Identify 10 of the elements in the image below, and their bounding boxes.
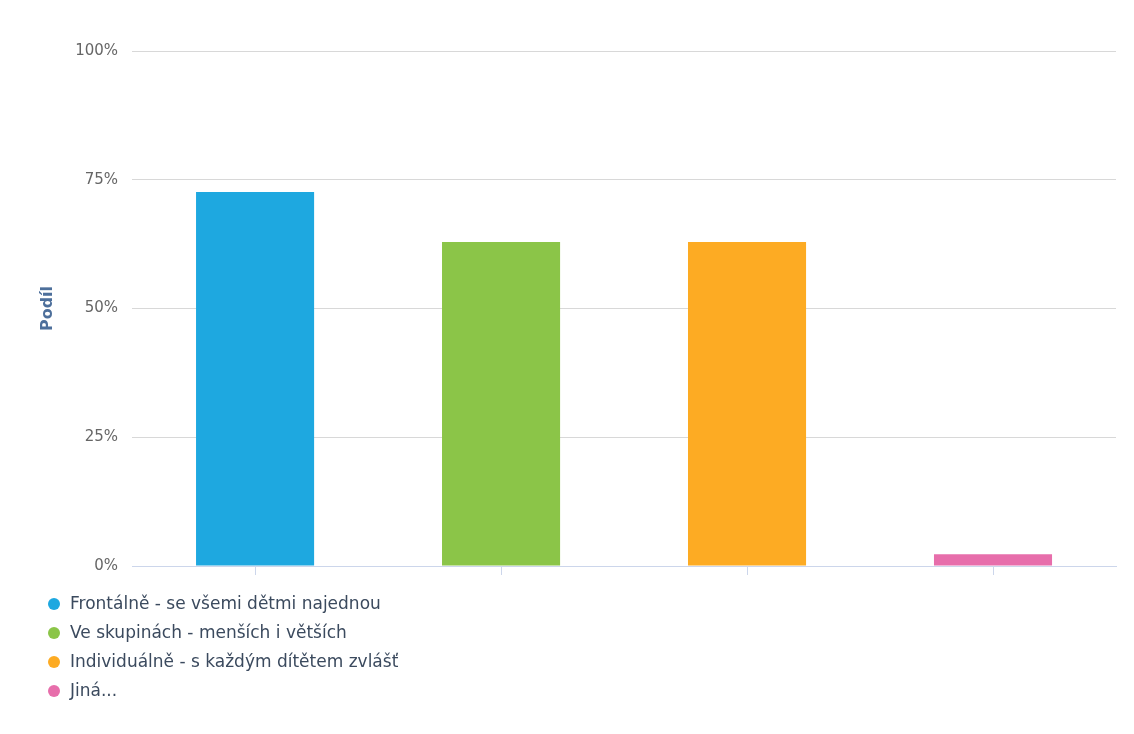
y-tick-label: 75% (84, 169, 119, 188)
y-tick-label: 100% (75, 40, 119, 59)
legend-label: Jiná... (69, 680, 118, 701)
y-tick-label: 25% (84, 427, 119, 446)
y-tick-label: 50% (84, 298, 119, 317)
legend-label: Frontálně - se všemi dětmi najednou (70, 593, 381, 614)
y-tick-label: 0% (94, 555, 119, 574)
legend-label: Individuálně - s každým dítětem zvlášť (70, 651, 399, 672)
y-axis-title: Podíl (36, 285, 56, 332)
legend-label: Ve skupinách - menších i větších (70, 622, 347, 643)
